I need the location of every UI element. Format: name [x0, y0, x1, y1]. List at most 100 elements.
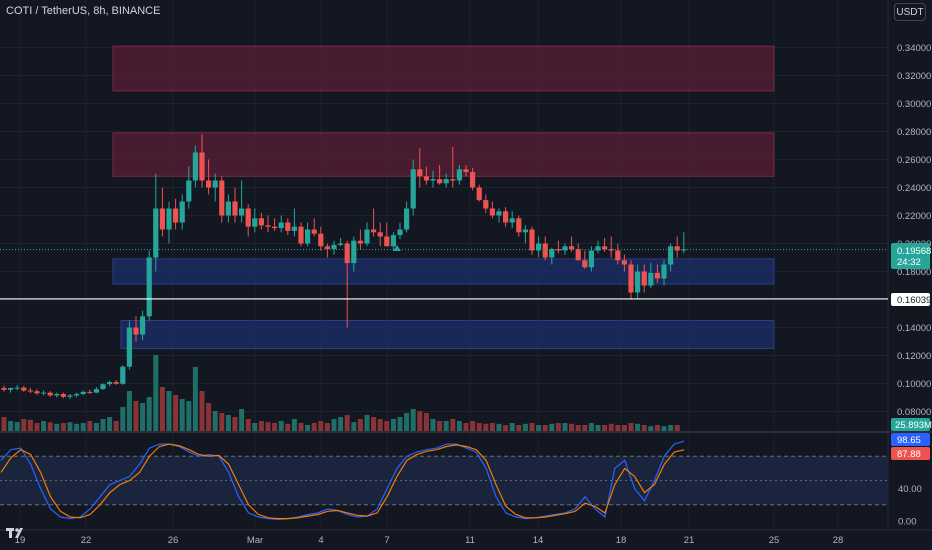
- candle-body: [635, 271, 641, 293]
- currency-button[interactable]: USDT: [894, 3, 926, 21]
- volume-bar: [311, 423, 317, 431]
- candle-body: [100, 384, 106, 390]
- volume-bar: [285, 423, 291, 431]
- candle-body: [305, 229, 311, 244]
- candle-body: [648, 272, 654, 286]
- volume-bar: [100, 419, 106, 431]
- time-tick-label: 18: [616, 535, 627, 546]
- tradingview-logo-icon[interactable]: [6, 526, 26, 540]
- time-tick-label: 21: [684, 535, 695, 546]
- candle-body: [27, 390, 33, 392]
- candle-body: [397, 229, 403, 236]
- volume-bar: [120, 407, 126, 431]
- candle-body: [569, 246, 575, 250]
- volume-bar: [166, 391, 172, 431]
- candle-body: [120, 366, 126, 384]
- volume-bar: [245, 419, 251, 431]
- stoch-d-badge: [891, 447, 930, 460]
- stoch-k-label: 98.65: [897, 435, 921, 446]
- stoch-k-line: [0, 440, 685, 521]
- price-tick-label: 0.28000: [897, 127, 931, 138]
- volume-bar: [146, 397, 152, 431]
- stoch-k-badge: [891, 433, 930, 446]
- price-tick-label: 0.30000: [897, 99, 931, 110]
- candle-body: [344, 243, 350, 264]
- price-tick-label: 0.08000: [897, 407, 931, 418]
- candle-body: [357, 240, 363, 244]
- candle-body: [470, 172, 476, 188]
- volume-bar: [173, 395, 179, 431]
- time-tick-label: 7: [384, 535, 389, 546]
- symbol-title: COTI / TetherUS, 8h, BINANCE: [6, 5, 161, 17]
- candle-body: [430, 179, 436, 181]
- volume-bar: [364, 415, 370, 431]
- volume-bar: [509, 423, 515, 431]
- time-tick-label: 4: [318, 535, 323, 546]
- candle-body: [126, 327, 132, 367]
- candle-body: [503, 211, 509, 223]
- volume-bar: [93, 423, 99, 431]
- volume-bar: [621, 425, 627, 431]
- volume-bar: [536, 425, 542, 431]
- candle-body: [509, 218, 515, 223]
- price-tick-label: 0.24000: [897, 183, 931, 194]
- candle-body: [443, 179, 449, 184]
- volume-bar: [265, 422, 271, 431]
- candle-body: [602, 246, 608, 250]
- volume-bar: [483, 423, 489, 431]
- volume-bar: [298, 423, 304, 431]
- volume-bar: [212, 411, 218, 431]
- candle-body: [628, 264, 634, 293]
- candle-body: [21, 387, 27, 391]
- candle-body: [522, 229, 528, 233]
- volume-bar: [225, 415, 231, 431]
- volume-bar: [344, 415, 350, 431]
- volume-bar: [8, 421, 14, 431]
- candle-body: [331, 244, 337, 250]
- price-tick-label: 0.18000: [897, 267, 931, 278]
- volume-bar: [159, 387, 165, 431]
- volume-bar: [14, 422, 20, 431]
- volume-bar: [674, 425, 680, 431]
- candle-body: [582, 260, 588, 268]
- candle-body: [654, 272, 660, 279]
- candle-body: [272, 226, 278, 229]
- candle-body: [529, 229, 535, 251]
- volume-bar: [588, 423, 594, 431]
- candle-body: [291, 226, 297, 231]
- volume-bar: [27, 419, 33, 431]
- time-tick-label: 25: [769, 535, 780, 546]
- candle-body: [364, 229, 370, 244]
- volume-bar: [562, 423, 568, 431]
- candle-body: [384, 236, 390, 247]
- volume-bar: [179, 399, 185, 431]
- candle-body: [74, 394, 80, 396]
- volume-bar: [582, 425, 588, 431]
- volume-bar: [549, 423, 555, 431]
- volume-bar: [351, 422, 357, 431]
- candle-body: [41, 392, 47, 394]
- oscillator-band-fill: [0, 456, 888, 505]
- volume-bar: [186, 401, 192, 431]
- price-tick-label: 0.32000: [897, 71, 931, 82]
- volume-bar: [384, 421, 390, 431]
- candle-body: [562, 246, 568, 251]
- volume-bar: [635, 423, 641, 431]
- time-tick-label: Mar: [247, 535, 263, 546]
- supply-zone: [112, 132, 775, 177]
- candle-body: [595, 246, 601, 251]
- candle-body: [113, 382, 119, 384]
- candle-body: [179, 201, 185, 223]
- volume-bar: [648, 426, 654, 431]
- volume-bar: [258, 421, 264, 431]
- candle-body: [285, 222, 291, 231]
- candle-body: [588, 250, 594, 268]
- candle-body: [1, 387, 7, 390]
- candle-body: [450, 179, 456, 181]
- current-price-badge: [891, 243, 930, 269]
- time-tick-label: 19: [15, 535, 26, 546]
- volume-bar: [529, 423, 535, 431]
- volume-bar: [107, 417, 113, 431]
- volume-bar: [54, 423, 60, 431]
